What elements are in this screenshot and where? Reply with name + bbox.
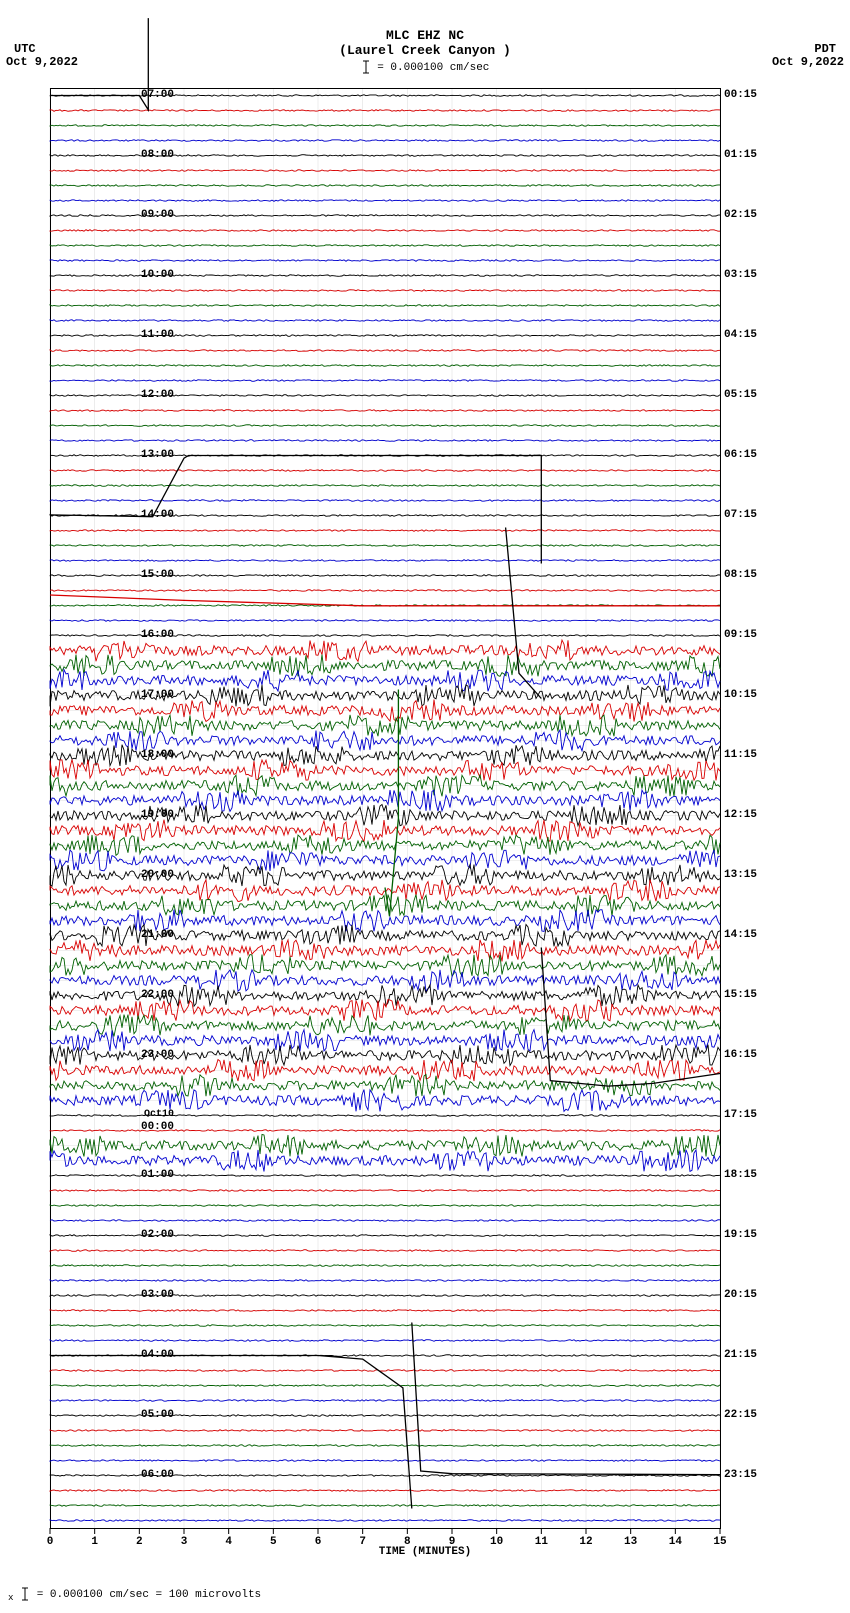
- pdt-time-label: 00:15: [724, 89, 784, 101]
- pdt-time-label: 18:15: [724, 1169, 784, 1181]
- timezone-left: UTC: [14, 42, 36, 56]
- utc-time-label: 22:00: [114, 989, 174, 1001]
- pdt-time-label: 10:15: [724, 689, 784, 701]
- utc-time-label: 07:00: [114, 89, 174, 101]
- utc-time-label: 15:00: [114, 569, 174, 581]
- utc-time-label: 23:00: [114, 1049, 174, 1061]
- utc-time-label: 09:00: [114, 209, 174, 221]
- utc-time-label: 14:00: [114, 509, 174, 521]
- x-axis-title: TIME (MINUTES): [0, 1546, 850, 1558]
- utc-time-label: 04:00: [114, 1349, 174, 1361]
- station-location: (Laurel Creek Canyon ): [0, 43, 850, 58]
- utc-time-label: Oct10: [114, 1109, 174, 1120]
- pdt-time-label: 06:15: [724, 449, 784, 461]
- header: MLC EHZ NC (Laurel Creek Canyon ) = 0.00…: [0, 0, 850, 74]
- date-right: Oct 9,2022: [772, 55, 844, 69]
- pdt-time-label: 09:15: [724, 629, 784, 641]
- station-code: MLC EHZ NC: [0, 28, 850, 43]
- pdt-time-label: 04:15: [724, 329, 784, 341]
- utc-time-label: 11:00: [114, 329, 174, 341]
- scale-text: = 0.000100 cm/sec: [377, 62, 489, 74]
- seismogram-container: MLC EHZ NC (Laurel Creek Canyon ) = 0.00…: [0, 0, 850, 1613]
- utc-time-label: 00:00: [114, 1121, 174, 1133]
- utc-time-label: 06:00: [114, 1469, 174, 1481]
- pdt-time-label: 02:15: [724, 209, 784, 221]
- utc-time-label: 08:00: [114, 149, 174, 161]
- pdt-time-label: 16:15: [724, 1049, 784, 1061]
- utc-time-label: 16:00: [114, 629, 174, 641]
- pdt-time-label: 22:15: [724, 1409, 784, 1421]
- utc-time-label: 17:00: [114, 689, 174, 701]
- pdt-time-label: 12:15: [724, 809, 784, 821]
- pdt-time-label: 11:15: [724, 749, 784, 761]
- footer-text: = 0.000100 cm/sec = 100 microvolts: [37, 1589, 261, 1601]
- scale-indicator: = 0.000100 cm/sec: [0, 60, 850, 74]
- pdt-time-label: 07:15: [724, 509, 784, 521]
- date-left: Oct 9,2022: [6, 55, 78, 69]
- utc-time-label: 05:00: [114, 1409, 174, 1421]
- footer-scale: x = 0.000100 cm/sec = 100 microvolts: [8, 1587, 261, 1603]
- utc-time-label: 19:00: [114, 809, 174, 821]
- pdt-time-label: 08:15: [724, 569, 784, 581]
- utc-time-label: 12:00: [114, 389, 174, 401]
- utc-time-label: 02:00: [114, 1229, 174, 1241]
- pdt-time-label: 15:15: [724, 989, 784, 1001]
- pdt-time-label: 21:15: [724, 1349, 784, 1361]
- pdt-time-label: 23:15: [724, 1469, 784, 1481]
- pdt-time-label: 03:15: [724, 269, 784, 281]
- utc-time-label: 18:00: [114, 749, 174, 761]
- pdt-time-label: 13:15: [724, 869, 784, 881]
- pdt-time-label: 01:15: [724, 149, 784, 161]
- utc-time-label: 01:00: [114, 1169, 174, 1181]
- utc-time-label: 20:00: [114, 869, 174, 881]
- pdt-time-label: 05:15: [724, 389, 784, 401]
- pdt-time-label: 14:15: [724, 929, 784, 941]
- utc-time-label: 13:00: [114, 449, 174, 461]
- pdt-time-label: 20:15: [724, 1289, 784, 1301]
- pdt-time-label: 19:15: [724, 1229, 784, 1241]
- pdt-time-label: 17:15: [724, 1109, 784, 1121]
- timezone-right: PDT: [814, 42, 836, 56]
- utc-time-label: 03:00: [114, 1289, 174, 1301]
- utc-time-label: 10:00: [114, 269, 174, 281]
- utc-time-label: 21:00: [114, 929, 174, 941]
